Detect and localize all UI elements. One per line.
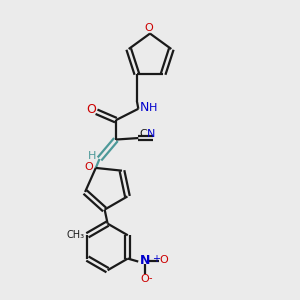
Text: O: O (144, 23, 153, 33)
Text: O: O (140, 274, 149, 284)
Text: H: H (149, 103, 158, 112)
Text: H: H (88, 151, 96, 161)
Text: N: N (140, 101, 150, 114)
Text: O: O (159, 255, 168, 266)
Text: C: C (139, 130, 147, 140)
Text: O: O (86, 103, 96, 116)
Text: O: O (84, 162, 93, 172)
Text: CH₃: CH₃ (66, 230, 85, 240)
Text: N: N (147, 130, 155, 140)
Text: -: - (148, 273, 152, 283)
Text: +: + (152, 254, 160, 264)
Text: N: N (140, 254, 150, 267)
